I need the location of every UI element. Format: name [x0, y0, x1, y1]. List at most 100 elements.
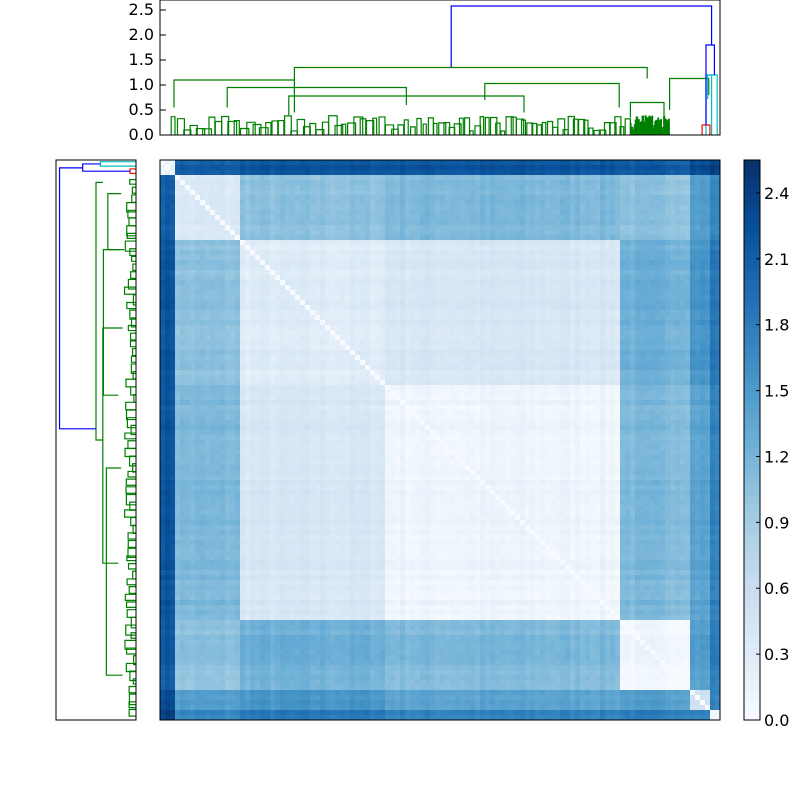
- heatmap-cell: [600, 245, 606, 251]
- heatmap-cell: [360, 215, 366, 221]
- heatmap-cell: [175, 280, 181, 286]
- heatmap-cell: [665, 260, 671, 266]
- heatmap-cell: [495, 170, 501, 176]
- heatmap-cell: [235, 370, 241, 376]
- heatmap-cell: [570, 220, 576, 226]
- heatmap-cell: [450, 370, 456, 376]
- heatmap-cell: [680, 255, 686, 261]
- heatmap-cell: [165, 295, 171, 301]
- heatmap-cell: [510, 275, 516, 281]
- heatmap-cell: [220, 245, 226, 251]
- heatmap-cell: [495, 320, 501, 326]
- heatmap-cell: [350, 240, 356, 246]
- heatmap-cell: [505, 165, 511, 171]
- heatmap-cell: [490, 195, 496, 201]
- heatmap-cell: [215, 370, 221, 376]
- heatmap-cell: [520, 270, 526, 276]
- heatmap-cell: [195, 305, 201, 311]
- heatmap-cell: [655, 230, 661, 236]
- heatmap-cell: [375, 320, 381, 326]
- heatmap-cell: [395, 365, 401, 371]
- heatmap-cell: [200, 175, 206, 181]
- heatmap-cell: [595, 170, 601, 176]
- heatmap-cell: [210, 305, 216, 311]
- heatmap-cell: [275, 225, 281, 231]
- heatmap-cell: [190, 300, 196, 306]
- heatmap-cell: [380, 275, 386, 281]
- heatmap-cell: [655, 265, 661, 271]
- heatmap-cell: [375, 255, 381, 261]
- heatmap-cell: [685, 175, 691, 181]
- heatmap-cell: [445, 165, 451, 171]
- heatmap-cell: [520, 195, 526, 201]
- heatmap-cell: [590, 315, 596, 321]
- heatmap-cell: [560, 355, 566, 361]
- heatmap-cell: [575, 195, 581, 201]
- heatmap-cell: [585, 350, 591, 356]
- heatmap-cell: [500, 320, 506, 326]
- heatmap-cell: [675, 295, 681, 301]
- heatmap-cell: [370, 370, 376, 376]
- heatmap-cell: [165, 245, 171, 251]
- heatmap-cell: [205, 260, 211, 266]
- heatmap-cell: [200, 180, 206, 186]
- heatmap-cell: [525, 325, 531, 331]
- heatmap-cell: [225, 290, 231, 296]
- heatmap-cell: [595, 180, 601, 186]
- heatmap-cell: [245, 370, 251, 376]
- heatmap-cell: [305, 195, 311, 201]
- heatmap-cell: [520, 230, 526, 236]
- heatmap-cell: [190, 355, 196, 361]
- heatmap-cell: [595, 310, 601, 316]
- heatmap-cell: [320, 320, 326, 326]
- heatmap-cell: [530, 350, 536, 356]
- heatmap-cell: [205, 330, 211, 336]
- heatmap-cell: [300, 215, 306, 221]
- heatmap-cell: [545, 350, 551, 356]
- heatmap-cell: [465, 165, 471, 171]
- heatmap-cell: [425, 260, 431, 266]
- heatmap-cell: [535, 205, 541, 211]
- heatmap-cell: [370, 160, 376, 166]
- heatmap-cell: [305, 180, 311, 186]
- heatmap-cell: [485, 190, 491, 196]
- heatmap-cell: [490, 315, 496, 321]
- heatmap-cell: [480, 275, 486, 281]
- heatmap-cell: [630, 350, 636, 356]
- heatmap-cell: [615, 220, 621, 226]
- heatmap-cell: [505, 315, 511, 321]
- heatmap-cell: [535, 355, 541, 361]
- heatmap-cell: [370, 305, 376, 311]
- heatmap-cell: [615, 355, 621, 361]
- heatmap-cell: [630, 315, 636, 321]
- heatmap-cell: [200, 210, 206, 216]
- heatmap-cell: [685, 195, 691, 201]
- heatmap-cell: [305, 280, 311, 286]
- heatmap-cell: [415, 245, 421, 251]
- heatmap-cell: [295, 180, 301, 186]
- heatmap-cell: [585, 285, 591, 291]
- heatmap-cell: [555, 330, 561, 336]
- heatmap-cell: [570, 270, 576, 276]
- heatmap-cell: [655, 170, 661, 176]
- heatmap-cell: [560, 165, 566, 171]
- heatmap-cell: [245, 310, 251, 316]
- heatmap-cell: [325, 325, 331, 331]
- heatmap-cell: [510, 160, 516, 166]
- dendrogram-link: [125, 478, 136, 486]
- heatmap-cell: [195, 205, 201, 211]
- heatmap-cell: [465, 285, 471, 291]
- heatmap-cell: [215, 335, 221, 341]
- heatmap-cell: [385, 340, 391, 346]
- heatmap-cell: [685, 355, 691, 361]
- heatmap-cell: [210, 210, 216, 216]
- heatmap-cell: [165, 205, 171, 211]
- heatmap-cell: [555, 160, 561, 166]
- heatmap-cell: [635, 315, 641, 321]
- heatmap-cell: [270, 355, 276, 361]
- heatmap-cell: [165, 280, 171, 286]
- heatmap-cell: [290, 235, 296, 241]
- heatmap-cell: [250, 345, 256, 351]
- dendrogram-link: [183, 129, 192, 135]
- heatmap-cell: [345, 175, 351, 181]
